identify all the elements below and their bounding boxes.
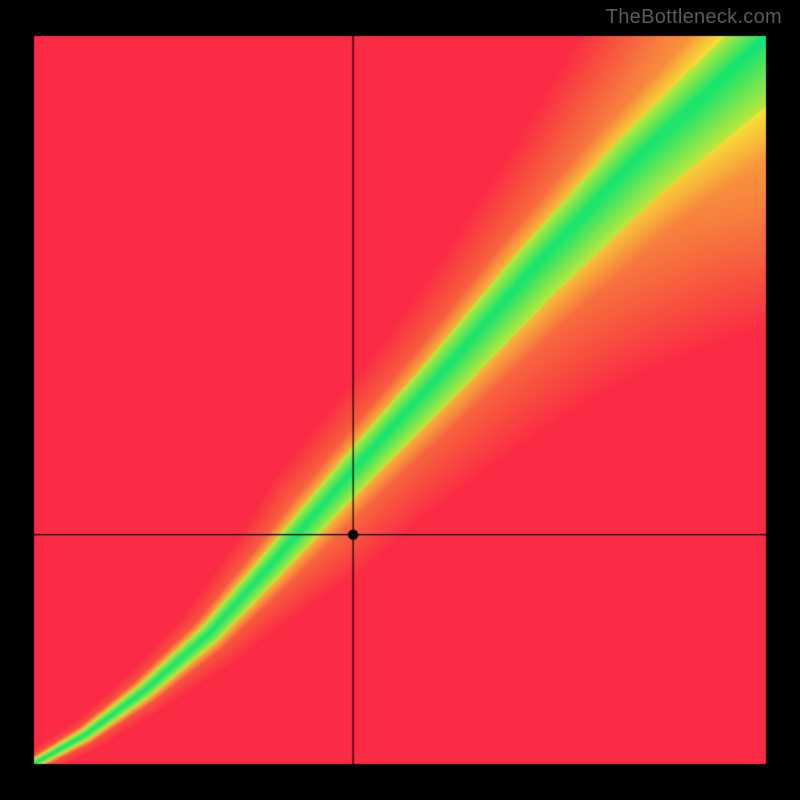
bottleneck-heatmap xyxy=(0,0,800,800)
chart-stage: TheBottleneck.com xyxy=(0,0,800,800)
watermark-text: TheBottleneck.com xyxy=(606,6,782,29)
